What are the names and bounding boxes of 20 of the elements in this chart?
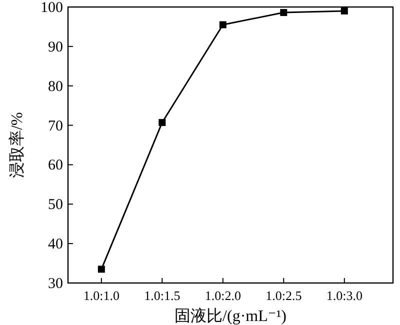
x-tick-label: 1.0:1.0 — [83, 288, 120, 303]
y-tick-label: 100 — [40, 0, 63, 16]
x-axis-title: 固液比/(g·mL⁻¹) — [174, 307, 286, 325]
y-tick-label: 60 — [48, 158, 63, 174]
y-axis-title: 浸取率/% — [8, 112, 26, 178]
point — [340, 7, 348, 14]
x-tick-label: 1.0:2.0 — [204, 288, 241, 303]
y-tick-label: 80 — [48, 78, 63, 95]
x-tick-label: 1.0:3.0 — [326, 288, 362, 303]
point — [158, 119, 166, 126]
y-tick-label: 70 — [48, 118, 63, 134]
y-tick-label: 30 — [48, 276, 63, 292]
y-tick-label: 40 — [48, 236, 63, 253]
y-tick-label: 50 — [48, 197, 63, 214]
point — [280, 9, 288, 16]
point — [219, 21, 226, 28]
point — [98, 266, 105, 273]
y-tick-label: 90 — [48, 39, 63, 56]
x-tick-label: 1.0:2.5 — [266, 288, 302, 303]
x-tick-label: 1.0:1.5 — [144, 288, 180, 303]
